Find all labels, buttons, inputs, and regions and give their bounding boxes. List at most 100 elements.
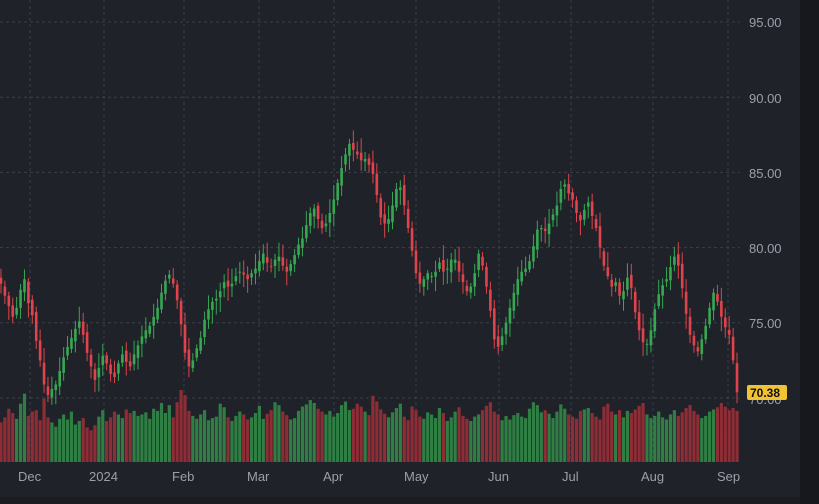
- volume-bar: [183, 395, 187, 462]
- candle-up: [536, 229, 539, 250]
- volume-bar: [727, 410, 731, 462]
- candle-up: [344, 154, 347, 165]
- volume-bar: [191, 415, 195, 462]
- volume-bar: [257, 405, 261, 462]
- candle-down: [30, 299, 34, 316]
- volume-bar: [492, 411, 496, 462]
- volume-bar: [120, 418, 124, 462]
- volume-bar: [469, 420, 473, 462]
- candle-down: [85, 332, 89, 353]
- candle-up: [453, 259, 457, 263]
- volume-bar: [234, 415, 238, 462]
- x-tick-label: May: [404, 469, 429, 484]
- candle-down: [105, 355, 108, 364]
- volume-bar: [661, 417, 665, 462]
- volume-bar: [696, 414, 700, 462]
- candle-down: [465, 285, 469, 292]
- volume-bar: [645, 414, 649, 462]
- volume-bar: [433, 418, 438, 462]
- candle-up: [524, 268, 527, 273]
- volume-bar: [688, 405, 692, 462]
- volume-bar: [132, 410, 136, 462]
- volume-bar: [304, 404, 308, 462]
- volume-bar: [3, 417, 7, 462]
- volume-bar: [715, 407, 720, 462]
- candle-down: [42, 362, 46, 385]
- candle-up: [469, 286, 473, 293]
- candle-down: [93, 369, 97, 380]
- volume-bar: [89, 430, 93, 462]
- candle-down: [418, 272, 422, 284]
- candle-down: [34, 311, 38, 341]
- volume-bar: [480, 410, 485, 462]
- volume-bar: [449, 417, 453, 462]
- volume-bar: [109, 417, 113, 462]
- volume-bar: [692, 410, 696, 462]
- candle-down: [281, 257, 285, 266]
- candle-down: [489, 289, 492, 311]
- candle-down: [11, 305, 15, 317]
- candle-down: [265, 257, 269, 263]
- candle-down: [414, 250, 418, 274]
- volume-bar: [339, 405, 344, 462]
- candle-down: [3, 286, 7, 296]
- volume-bar: [524, 418, 528, 462]
- candle-down: [610, 279, 614, 287]
- last-price-tag: 70.38: [747, 385, 787, 400]
- x-tick-label: Feb: [172, 469, 194, 484]
- candle-up: [426, 273, 430, 280]
- volume-bar: [144, 412, 148, 462]
- volume-bar: [320, 411, 324, 462]
- volume-bar: [664, 419, 669, 462]
- volume-bar: [680, 412, 684, 462]
- candle-up: [665, 279, 668, 282]
- volume-bar: [386, 417, 391, 462]
- volume-bar: [175, 402, 179, 462]
- volume-bar: [551, 418, 555, 462]
- candle-down: [676, 254, 680, 266]
- candle-down: [128, 361, 132, 367]
- volume-bar: [708, 411, 712, 462]
- volume-bar: [347, 410, 352, 462]
- candle-up: [657, 294, 661, 307]
- y-tick-label: 80.00: [749, 241, 782, 256]
- candle-down: [579, 214, 582, 221]
- volume-bar: [42, 398, 46, 462]
- candle-up: [234, 276, 238, 282]
- volume-bar: [676, 415, 680, 462]
- candle-up: [395, 188, 398, 208]
- volume-bar: [230, 420, 234, 462]
- candle-down: [602, 251, 606, 266]
- volume-bar: [281, 411, 285, 462]
- volume-bar: [46, 417, 50, 462]
- candle-up: [669, 267, 672, 281]
- candle-down: [0, 277, 3, 284]
- volume-bar: [269, 410, 273, 462]
- candle-down: [81, 321, 85, 335]
- volume-bar: [598, 419, 602, 462]
- candle-up: [446, 268, 449, 270]
- volume-bar: [54, 426, 58, 462]
- volume-bar: [316, 408, 320, 462]
- candle-up: [430, 276, 433, 278]
- volume-bar: [105, 420, 109, 462]
- candle-up: [305, 225, 308, 239]
- candle-down: [696, 347, 700, 352]
- candle-up: [70, 337, 73, 349]
- volume-bar: [684, 408, 688, 462]
- volume-bar: [77, 420, 81, 462]
- volume-bar: [152, 408, 156, 462]
- volume-bar: [261, 418, 265, 462]
- candle-down: [481, 256, 484, 266]
- candle-up: [312, 208, 316, 217]
- volume-bar: [547, 413, 551, 462]
- volume-bar: [559, 404, 563, 462]
- candle-up: [708, 307, 711, 325]
- volume-bar: [445, 420, 449, 462]
- x-tick-label: 2024: [89, 469, 118, 484]
- candle-down: [367, 158, 371, 165]
- candle-down: [175, 284, 179, 301]
- volume-bar: [719, 402, 723, 462]
- volume-bar: [383, 413, 387, 462]
